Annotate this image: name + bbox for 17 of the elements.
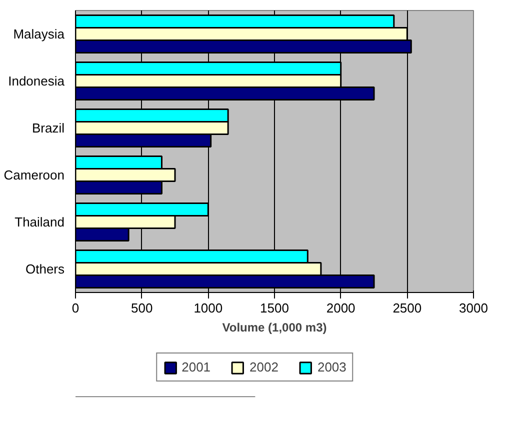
legend-label: 2001 (182, 360, 211, 374)
legend-label: 2002 (250, 360, 278, 374)
x-tick-label: 500 (130, 300, 153, 316)
y-tick-label: Thailand (14, 214, 65, 230)
x-tick-label: 1500 (260, 300, 289, 316)
x-tick-label: 3000 (459, 300, 488, 316)
x-axis-title: Volume (1,000 m3) (222, 320, 327, 334)
y-tick-label: Cameroon (4, 168, 65, 182)
x-tick-label: 2000 (326, 300, 356, 316)
y-tick-label: Malaysia (13, 26, 66, 42)
y-tick-label: Indonesia (8, 74, 66, 88)
legend-label: 2003 (317, 360, 346, 374)
x-tick-label: 0 (72, 300, 80, 316)
x-tick-label: 2500 (392, 300, 422, 316)
x-tick-label: 1000 (194, 300, 223, 316)
y-tick-label: Others (25, 262, 65, 276)
y-tick-label: Brazil (32, 120, 65, 136)
